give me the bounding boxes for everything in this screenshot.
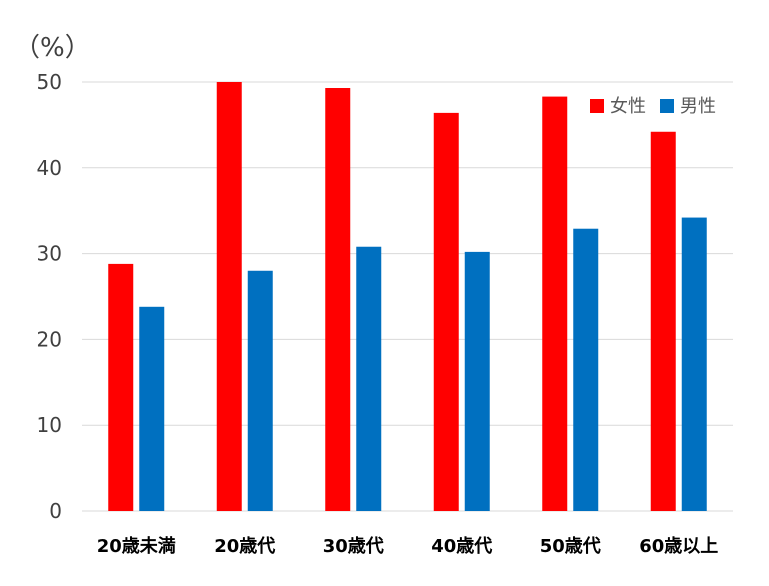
x-category-label: 20歳未満: [97, 535, 176, 557]
x-axis-categories: 20歳未満 20歳代 30歳代 40歳代 50歳代 60歳以上: [97, 535, 719, 557]
gridlines: [82, 81, 733, 512]
legend-label: 男性: [680, 96, 716, 117]
bar-male: [356, 246, 382, 511]
bar-female: [542, 96, 568, 511]
legend-swatch: [590, 99, 604, 113]
bar-male: [573, 228, 599, 511]
y-tick-label: 30: [37, 242, 62, 266]
y-axis-unit-label: （%）: [14, 33, 91, 63]
y-axis-ticks: 0 10 20 30 40 50: [37, 70, 62, 523]
x-category-label: 30歳代: [323, 536, 384, 557]
legend-label: 女性: [610, 96, 646, 117]
y-tick-label: 20: [37, 327, 62, 351]
bar-female: [650, 131, 676, 511]
legend-swatch: [660, 99, 674, 113]
bar-female: [108, 263, 134, 511]
x-category-label: 60歳以上: [639, 536, 718, 557]
y-tick-label: 0: [49, 499, 62, 523]
bar-male: [139, 306, 165, 511]
y-tick-label: 50: [37, 70, 62, 94]
x-category-label: 50歳代: [540, 536, 601, 557]
bar-female: [433, 112, 459, 511]
y-tick-label: 10: [37, 413, 62, 437]
legend: 女性 男性: [590, 96, 716, 117]
x-category-label: 40歳代: [431, 536, 492, 557]
bar-male: [681, 217, 707, 511]
bar-male: [247, 270, 273, 511]
bar-male: [464, 251, 490, 511]
bar-female: [216, 82, 242, 511]
x-category-label: 20歳代: [214, 536, 275, 557]
y-tick-label: 40: [37, 156, 62, 180]
bars: [108, 82, 707, 512]
bar-female: [325, 88, 351, 512]
